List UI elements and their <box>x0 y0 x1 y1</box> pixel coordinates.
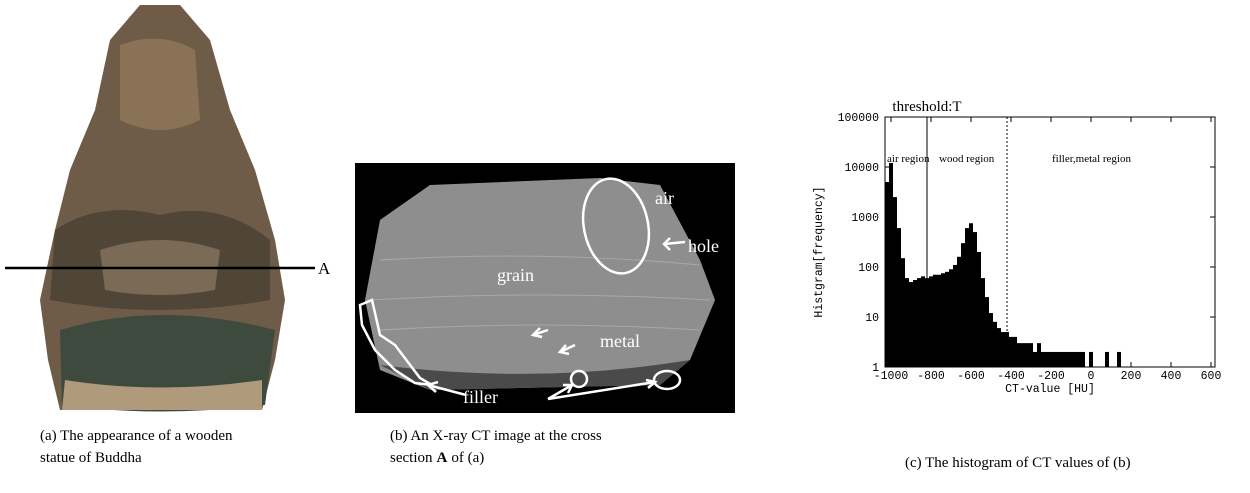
bar <box>1089 351 1093 367</box>
y-axis-label: Histgram[frequency] <box>813 186 826 317</box>
bar <box>933 274 937 367</box>
y-tick-label: 1000 <box>851 212 879 225</box>
filler-band <box>380 360 690 390</box>
y-tick-label: 10000 <box>844 162 879 175</box>
caption-a: (a) The appearance of a wooden <box>40 428 233 444</box>
caption-b-part: A <box>437 450 448 466</box>
bar <box>1057 351 1061 367</box>
ct-slice <box>365 178 715 390</box>
bar <box>905 278 909 367</box>
grain-lines <box>371 255 711 331</box>
bar <box>965 228 969 367</box>
bar <box>1117 351 1121 367</box>
bar <box>989 313 993 367</box>
bar <box>897 228 901 367</box>
caption-a: statue of Buddha <box>40 450 142 466</box>
bar <box>1049 351 1053 367</box>
region-label: air region <box>887 153 930 165</box>
bar <box>893 197 897 367</box>
bar <box>1013 336 1017 367</box>
y-tick-label: 1 <box>872 362 879 375</box>
bar <box>949 269 953 367</box>
x-tick-label: 200 <box>1121 370 1142 383</box>
ct-markings <box>358 177 686 401</box>
bar <box>953 264 957 367</box>
y-tick-label: 10 <box>865 312 879 325</box>
bar <box>909 282 913 367</box>
bar <box>1069 351 1073 367</box>
bar <box>913 279 917 367</box>
histogram: 1 10 100 1000 10000 100000 -1000 -800 -600 -400 -2… <box>813 99 1221 396</box>
bar <box>993 321 997 367</box>
bar <box>1041 351 1045 367</box>
bar <box>941 273 945 367</box>
bar <box>1025 343 1029 367</box>
bar <box>945 271 949 367</box>
bar <box>997 328 1001 367</box>
x-tick-label: -400 <box>997 370 1025 383</box>
bar <box>969 223 973 367</box>
x-tick-label: -600 <box>957 370 985 383</box>
section-label: A <box>318 259 331 278</box>
ct-label: air <box>655 188 674 208</box>
x-axis-label: CT-value [HU] <box>1005 383 1095 396</box>
bar <box>1077 351 1081 367</box>
y-tick-label: 100 <box>858 262 879 275</box>
statue-photo <box>40 5 285 412</box>
bar <box>889 163 893 367</box>
ct-label: grain <box>497 265 534 285</box>
bar <box>1037 343 1041 367</box>
bar <box>1073 351 1077 367</box>
bar <box>1053 351 1057 367</box>
bar <box>917 278 921 367</box>
bar <box>981 278 985 367</box>
caption-c: (c) The histogram of CT values of (b) <box>905 455 1131 471</box>
bar <box>957 256 961 367</box>
plot-frame <box>884 116 1216 368</box>
bar <box>921 276 925 367</box>
bar <box>885 182 889 367</box>
x-tick-label: 0 <box>1088 370 1095 383</box>
bar <box>1009 336 1013 367</box>
region-label: filler,metal region <box>1052 153 1131 165</box>
bar <box>1061 351 1065 367</box>
bar <box>901 258 905 367</box>
region-label: wood region <box>939 153 995 165</box>
x-tick-label: -200 <box>1037 370 1065 383</box>
bar <box>1017 343 1021 367</box>
ct-label: metal <box>600 331 640 351</box>
bar <box>1033 351 1037 367</box>
bar <box>1081 351 1085 367</box>
bar <box>1001 332 1005 367</box>
x-tick-label: 600 <box>1201 370 1222 383</box>
bar <box>937 274 941 367</box>
caption-b: (b) An X-ray CT image at the cross <box>390 428 602 444</box>
bar <box>1045 351 1049 367</box>
threshold-label: threshold:T <box>892 99 961 115</box>
caption-b-part: of (a) <box>451 450 484 466</box>
bar <box>985 297 989 367</box>
bar <box>977 251 981 367</box>
ct-label: hole <box>688 236 719 256</box>
bar <box>1021 343 1025 367</box>
y-tick-label: 100000 <box>838 112 880 125</box>
ct-label: filler <box>463 387 498 407</box>
bar <box>1065 351 1069 367</box>
x-tick-label: -1000 <box>874 370 909 383</box>
x-tick-label: 400 <box>1161 370 1182 383</box>
bar <box>929 276 933 367</box>
caption-b-part: section <box>390 450 433 466</box>
x-tick-label: -800 <box>917 370 945 383</box>
bar <box>961 243 965 367</box>
bar <box>1105 351 1109 367</box>
bar <box>973 232 977 367</box>
bar <box>1029 343 1033 367</box>
